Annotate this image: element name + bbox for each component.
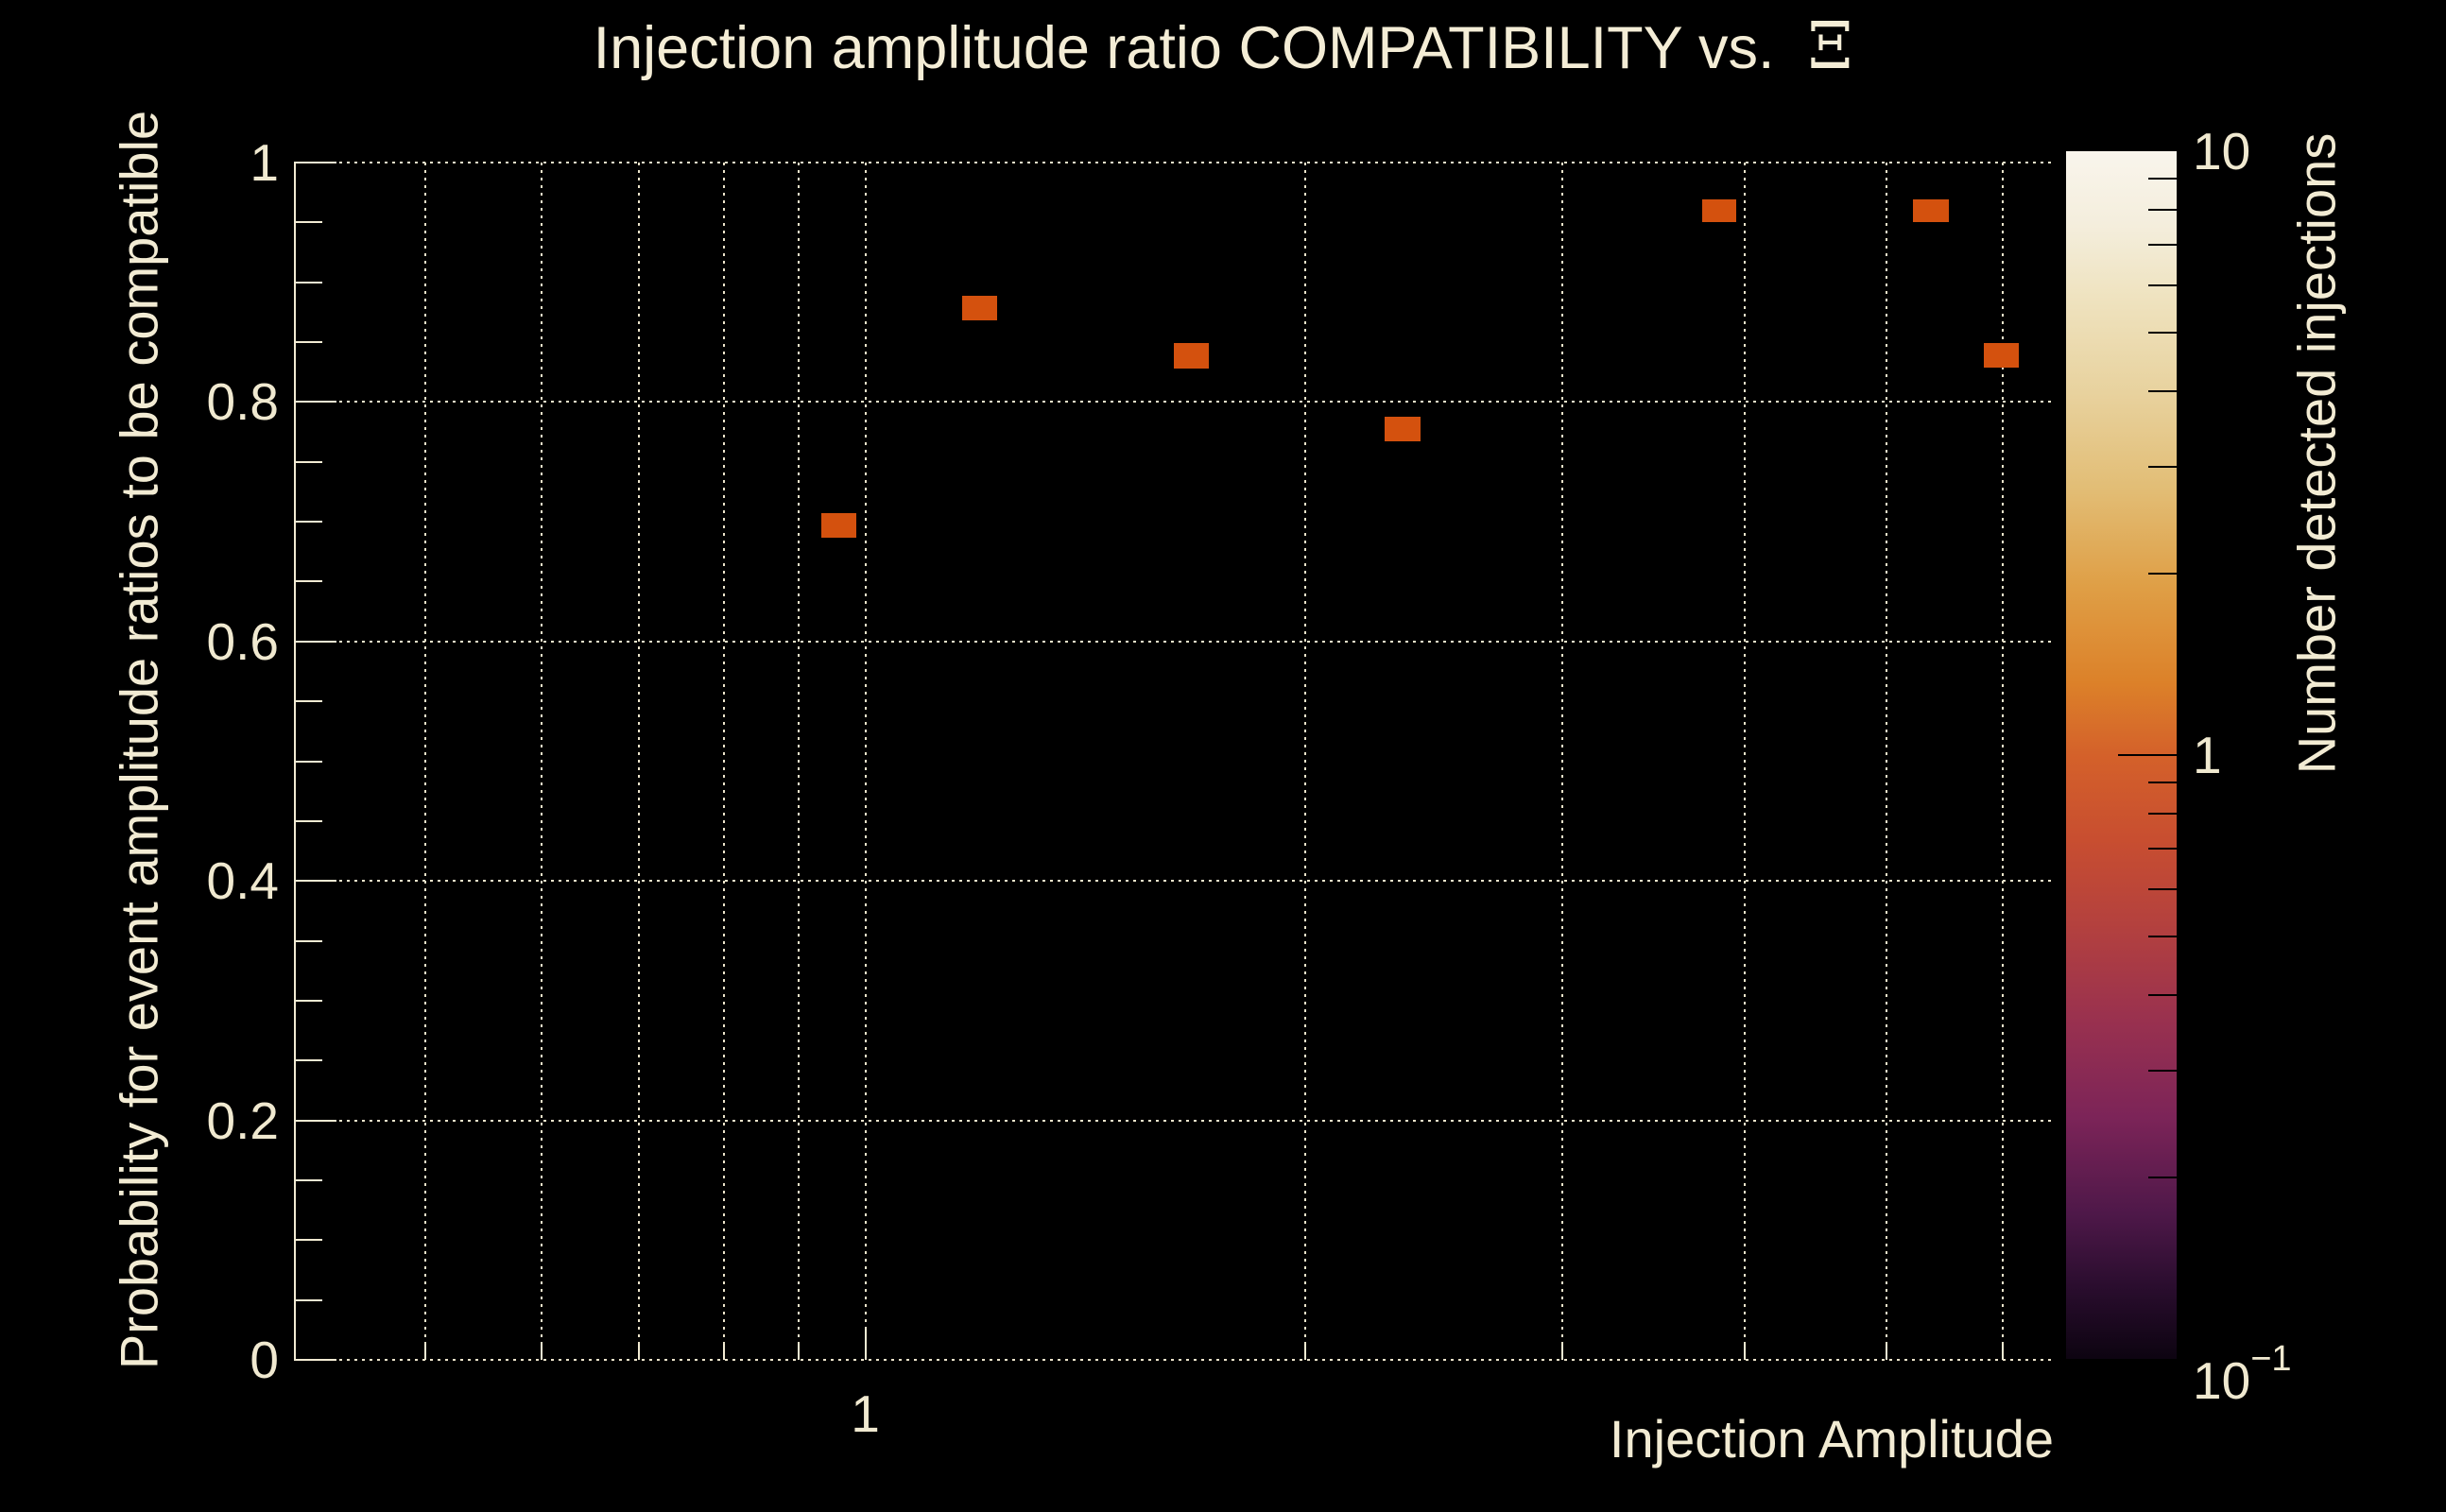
xi-symbol: Ξ: [1807, 9, 1853, 84]
y-minor-tick: [294, 1178, 322, 1181]
gridline-y: [294, 1359, 2054, 1361]
colorbar-minor-tick: [2148, 812, 2177, 815]
colorbar-minor-tick: [2148, 208, 2177, 211]
heatmap-bin: [1173, 343, 1209, 369]
colorbar-minor-tick: [2148, 1176, 2177, 1178]
colorbar-minor-tick: [2148, 994, 2177, 997]
y-tick-label: 1: [250, 133, 279, 192]
gridline-y: [294, 162, 2054, 163]
colorbar-minor-tick: [2148, 1070, 2177, 1073]
colorbar-minor-tick: [2148, 390, 2177, 393]
chart-title-text: Injection amplitude ratio COMPATIBILITY …: [593, 15, 1808, 81]
y-major-tick: [294, 640, 336, 643]
gridline-x: [1561, 163, 1564, 1360]
gridline-x: [2001, 163, 2004, 1360]
y-major-tick: [294, 1119, 336, 1122]
chart-title: Injection amplitude ratio COMPATIBILITY …: [0, 9, 2446, 84]
heatmap-bin: [1912, 199, 1949, 223]
y-minor-tick: [294, 999, 322, 1002]
y-tick-label: 0: [250, 1331, 279, 1389]
x-minor-tick: [1744, 1344, 1747, 1360]
x-minor-tick: [540, 1344, 543, 1360]
x-minor-tick: [2001, 1344, 2004, 1360]
colorbar-major-tick: [2118, 754, 2177, 756]
gridline-x: [1303, 163, 1306, 1360]
x-minor-tick: [638, 1344, 641, 1360]
colorbar-minor-tick: [2148, 887, 2177, 890]
gridline-x: [1744, 163, 1747, 1360]
x-minor-tick: [1886, 1344, 1888, 1360]
y-tick-label: 0.2: [206, 1091, 279, 1150]
colorbar-minor-tick: [2148, 243, 2177, 246]
x-minor-tick: [722, 1344, 725, 1360]
gridline-x: [540, 163, 543, 1360]
colorbar-minor-tick: [2148, 284, 2177, 286]
y-minor-tick: [294, 819, 322, 822]
x-minor-tick: [424, 1344, 427, 1360]
colorbar-minor-tick: [2148, 178, 2177, 180]
y-major-tick: [294, 401, 336, 404]
colorbar-minor-tick: [2148, 847, 2177, 850]
gridline-y: [294, 880, 2054, 883]
y-minor-tick: [294, 760, 322, 763]
gridline-x: [722, 163, 725, 1360]
y-major-tick: [294, 162, 336, 163]
colorbar-tick-label: 10−1: [2193, 1339, 2292, 1410]
gridline-x: [424, 163, 427, 1360]
heatmap-bin: [1385, 416, 1421, 442]
y-minor-tick: [294, 700, 322, 703]
y-minor-tick: [294, 939, 322, 942]
y-axis-title: Probability for event amplitude ratios t…: [109, 110, 169, 1370]
y-tick-label: 0.4: [206, 851, 279, 911]
gridline-x: [638, 163, 641, 1360]
y-minor-tick: [294, 281, 322, 284]
gridline-x: [1886, 163, 1888, 1360]
x-minor-tick: [797, 1344, 800, 1360]
y-minor-tick: [294, 1239, 322, 1242]
colorbar-minor-tick: [2148, 332, 2177, 335]
gridline-y: [294, 1119, 2054, 1122]
y-minor-tick: [294, 1298, 322, 1301]
y-major-tick: [294, 880, 336, 883]
heatmap-bin: [1983, 343, 2019, 368]
colorbar-minor-tick: [2148, 936, 2177, 938]
y-major-tick: [294, 1359, 336, 1361]
y-minor-tick: [294, 221, 322, 224]
y-minor-tick: [294, 521, 322, 524]
x-tick-label: 1: [851, 1384, 880, 1443]
heatmap-bin: [1701, 199, 1737, 223]
colorbar-tick-label: 1: [2193, 726, 2222, 784]
colorbar-minor-tick: [2148, 572, 2177, 575]
colorbar-minor-tick: [2148, 782, 2177, 784]
gridline-x: [864, 163, 867, 1360]
y-minor-tick: [294, 1059, 322, 1062]
gridline-y: [294, 640, 2054, 643]
x-axis-title: Injection Amplitude: [1609, 1409, 2054, 1469]
colorbar-tick-label: 10: [2193, 122, 2251, 180]
gridline-x: [797, 163, 800, 1360]
x-minor-tick: [1303, 1344, 1306, 1360]
y-tick-label: 0.8: [206, 372, 279, 432]
heatmap-bin: [821, 513, 857, 538]
colorbar-minor-tick: [2148, 466, 2177, 469]
gridline-y: [294, 401, 2054, 404]
colorbar-title: Number detected injections: [2286, 132, 2347, 775]
y-tick-label: 0.6: [206, 611, 279, 671]
y-minor-tick: [294, 341, 322, 344]
x-major-tick: [864, 1329, 867, 1360]
y-minor-tick: [294, 460, 322, 463]
y-minor-tick: [294, 580, 322, 583]
x-minor-tick: [1561, 1344, 1564, 1360]
heatmap-bin: [962, 295, 998, 321]
